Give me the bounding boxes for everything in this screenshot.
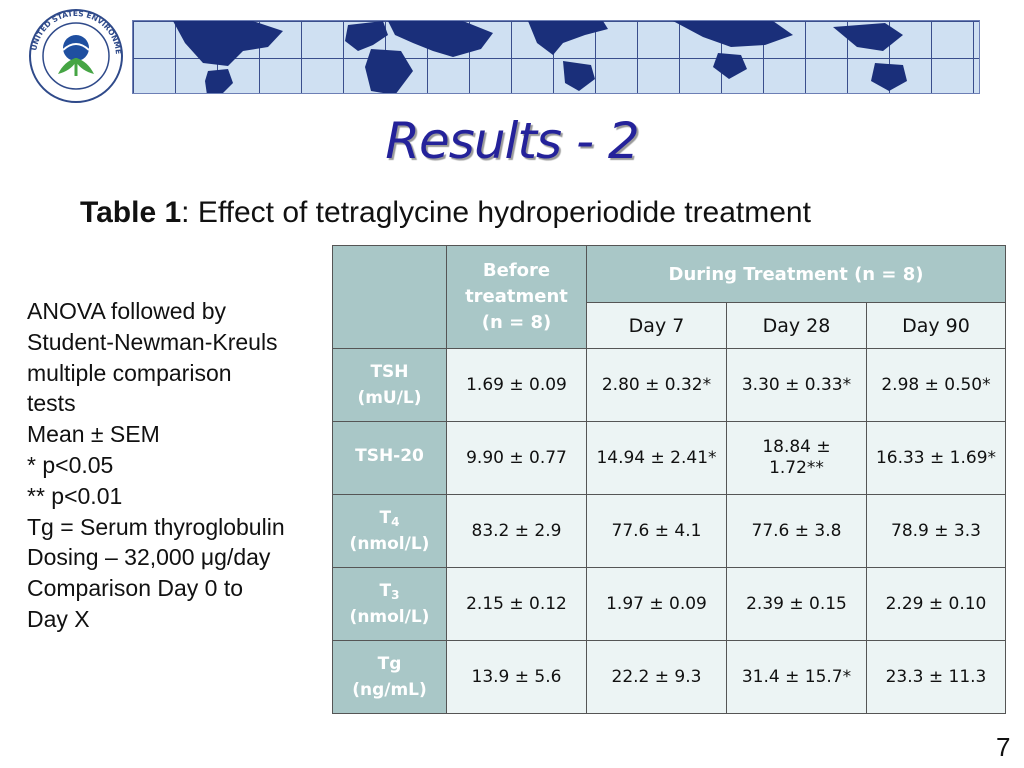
note-line: Day X xyxy=(27,605,90,632)
table-cell: 22.2 ± 9.3 xyxy=(586,640,727,714)
day-header: Day 28 xyxy=(726,302,867,349)
row-label: T3 (nmol/L) xyxy=(332,567,447,641)
table-cell: 18.84 ± 1.72** xyxy=(726,421,867,495)
table-cell: 16.33 ± 1.69* xyxy=(866,421,1006,495)
before-header-line: treatment xyxy=(465,286,568,307)
page-number: 7 xyxy=(996,732,1011,762)
note-line: * p<0.05 xyxy=(27,451,114,478)
epa-logo: UNITED STATES ENVIRONMENTAL PROTECTION A… xyxy=(18,1,130,104)
row-label: TSH-20 xyxy=(332,421,447,495)
row-label-unit: (nmol/L) xyxy=(349,534,430,554)
before-treatment-header: Before treatment (n = 8) xyxy=(446,245,587,349)
row-label: Tg (ng/mL) xyxy=(332,640,447,714)
table-row: T4 (nmol/L) 83.2 ± 2.9 77.6 ± 4.1 77.6 ±… xyxy=(332,494,1006,568)
row-label: T4 (nmol/L) xyxy=(332,494,447,568)
note-line: Tg = Serum thyroglobulin xyxy=(27,513,285,540)
slide-title: Results - 2 xyxy=(385,112,639,170)
table-cell: 2.39 ± 0.15 xyxy=(726,567,867,641)
table-cell: 1.69 ± 0.09 xyxy=(446,348,587,422)
row-label-sub: 3 xyxy=(391,588,400,602)
corner-cell xyxy=(332,245,447,349)
table-cell: 83.2 ± 2.9 xyxy=(446,494,587,568)
results-table: Before treatment (n = 8) During Treatmen… xyxy=(332,245,1006,714)
table-cell: 2.80 ± 0.32* xyxy=(586,348,727,422)
table-row: TSH (mU/L) 1.69 ± 0.09 2.80 ± 0.32* 3.30… xyxy=(332,348,1006,422)
row-label-unit: (mU/L) xyxy=(357,388,422,408)
table-cell: 78.9 ± 3.3 xyxy=(866,494,1006,568)
day-header: Day 90 xyxy=(866,302,1006,349)
row-label: TSH (mU/L) xyxy=(332,348,447,422)
table-cell: 2.15 ± 0.12 xyxy=(446,567,587,641)
note-line: multiple comparison xyxy=(27,359,232,386)
notes-block: ANOVA followed by Student-Newman-Kreuls … xyxy=(27,296,327,635)
table-cell: 77.6 ± 3.8 xyxy=(726,494,867,568)
table-cell: 31.4 ± 15.7* xyxy=(726,640,867,714)
table-caption-label: Table 1 xyxy=(80,196,182,229)
note-line: tests xyxy=(27,390,76,417)
note-line: Student-Newman-Kreuls xyxy=(27,328,278,355)
note-line: ANOVA followed by xyxy=(27,298,227,324)
day-header: Day 7 xyxy=(586,302,727,349)
row-label-main: T xyxy=(379,508,392,528)
before-header-line: (n = 8) xyxy=(481,312,552,333)
table-cell: 23.3 ± 11.3 xyxy=(866,640,1006,714)
during-treatment-header: During Treatment (n = 8) xyxy=(586,245,1006,303)
note-line: Mean ± SEM xyxy=(27,421,160,448)
table-cell: 9.90 ± 0.77 xyxy=(446,421,587,495)
table-cell: 1.97 ± 0.09 xyxy=(586,567,727,641)
table-row: Tg (ng/mL) 13.9 ± 5.6 22.2 ± 9.3 31.4 ± … xyxy=(332,640,1006,714)
table-cell: 2.29 ± 0.10 xyxy=(866,567,1006,641)
note-line: Comparison Day 0 to xyxy=(27,575,244,602)
table-row: TSH-20 9.90 ± 0.77 14.94 ± 2.41* 18.84 ±… xyxy=(332,421,1006,495)
note-line: ** p<0.01 xyxy=(27,482,123,509)
before-header-line: Before xyxy=(482,260,551,281)
table-cell: 14.94 ± 2.41* xyxy=(586,421,727,495)
row-label-main: Tg xyxy=(377,654,402,674)
table-caption-text: : Effect of tetraglycine hydroperiodide … xyxy=(181,196,811,229)
row-label-unit: (ng/mL) xyxy=(352,680,427,700)
row-label-sub: 4 xyxy=(391,515,400,529)
table-cell: 3.30 ± 0.33* xyxy=(726,348,867,422)
table-row: T3 (nmol/L) 2.15 ± 0.12 1.97 ± 0.09 2.39… xyxy=(332,567,1006,641)
epa-seal-icon: UNITED STATES ENVIRONMENTAL PROTECTION A… xyxy=(18,1,123,103)
table-cell: 2.98 ± 0.50* xyxy=(866,348,1006,422)
row-label-unit: (nmol/L) xyxy=(349,607,430,627)
note-line: Dosing – 32,000 μg/day xyxy=(27,544,271,571)
table-caption: Table 1: Effect of tetraglycine hydroper… xyxy=(80,196,811,230)
table-cell: 13.9 ± 5.6 xyxy=(446,640,587,714)
table-cell: 77.6 ± 4.1 xyxy=(586,494,727,568)
row-label-main: TSH-20 xyxy=(355,446,424,466)
row-label-main: T xyxy=(379,581,392,601)
world-map-banner xyxy=(132,20,980,94)
row-label-main: TSH xyxy=(370,362,409,382)
